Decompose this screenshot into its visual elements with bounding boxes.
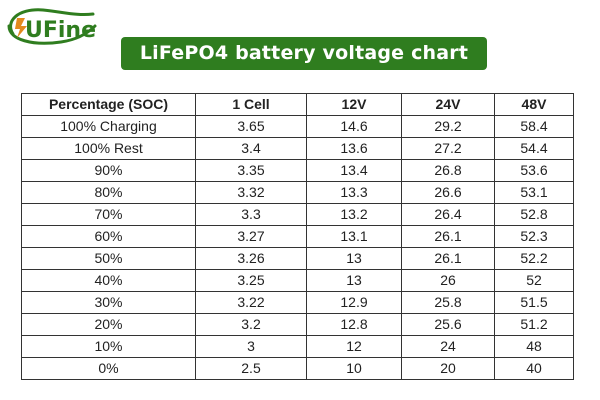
voltage-12v-cell: 13 [306, 247, 402, 270]
table-row: 20% 3.2 12.8 25.6 51.2 [21, 313, 574, 336]
header-24v: 24V [401, 93, 495, 116]
table-row: 30% 3.22 12.9 25.8 51.5 [21, 291, 574, 314]
cell-voltage-cell: 3.4 [195, 137, 307, 160]
table-row: 60% 3.27 13.1 26.1 52.3 [21, 225, 574, 248]
voltage-24v-cell: 27.2 [401, 137, 495, 160]
soc-cell: 40% [21, 269, 196, 292]
table-header-row: Percentage (SOC) 1 Cell 12V 24V 48V [21, 93, 574, 116]
voltage-12v-cell: 13.3 [306, 181, 402, 204]
table-row: 90% 3.35 13.4 26.8 53.6 [21, 159, 574, 182]
soc-cell: 10% [21, 335, 196, 358]
voltage-12v-cell: 12 [306, 335, 402, 358]
voltage-48v-cell: 58.4 [494, 115, 574, 138]
voltage-24v-cell: 26.1 [401, 247, 495, 270]
cell-voltage-cell: 3.65 [195, 115, 307, 138]
voltage-12v-cell: 13 [306, 269, 402, 292]
voltage-24v-cell: 26.1 [401, 225, 495, 248]
voltage-48v-cell: 52 [494, 269, 574, 292]
ufine-logo: UFine [3, 4, 99, 48]
voltage-48v-cell: 54.4 [494, 137, 574, 160]
header-48v: 48V [494, 93, 574, 116]
voltage-12v-cell: 12.9 [306, 291, 402, 314]
cell-voltage-cell: 3.3 [195, 203, 307, 226]
soc-cell: 80% [21, 181, 196, 204]
cell-voltage-cell: 3.35 [195, 159, 307, 182]
cell-voltage-cell: 3.2 [195, 313, 307, 336]
cell-voltage-cell: 3.25 [195, 269, 307, 292]
cell-voltage-cell: 3.22 [195, 291, 307, 314]
voltage-48v-cell: 51.5 [494, 291, 574, 314]
table-row: 50% 3.26 13 26.1 52.2 [21, 247, 574, 270]
voltage-48v-cell: 48 [494, 335, 574, 358]
cell-voltage-cell: 3 [195, 335, 307, 358]
voltage-48v-cell: 52.8 [494, 203, 574, 226]
voltage-24v-cell: 24 [401, 335, 495, 358]
table-row: 100% Charging 3.65 14.6 29.2 58.4 [21, 115, 574, 138]
voltage-12v-cell: 13.2 [306, 203, 402, 226]
soc-cell: 90% [21, 159, 196, 182]
voltage-48v-cell: 53.1 [494, 181, 574, 204]
logo-text: UFine [25, 18, 96, 43]
cell-voltage-cell: 2.5 [195, 357, 307, 380]
soc-cell: 50% [21, 247, 196, 270]
table-body: 100% Charging 3.65 14.6 29.2 58.4 100% Rest 3.… [21, 115, 574, 380]
header-percentage-soc: Percentage (SOC) [21, 93, 196, 116]
voltage-48v-cell: 52.3 [494, 225, 574, 248]
cell-voltage-cell: 3.27 [195, 225, 307, 248]
table-row: 40% 3.25 13 26 52 [21, 269, 574, 292]
cell-voltage-cell: 3.26 [195, 247, 307, 270]
soc-cell: 100% Rest [21, 137, 196, 160]
table-row: 70% 3.3 13.2 26.4 52.8 [21, 203, 574, 226]
voltage-48v-cell: 52.2 [494, 247, 574, 270]
soc-cell: 20% [21, 313, 196, 336]
soc-cell: 60% [21, 225, 196, 248]
soc-cell: 30% [21, 291, 196, 314]
soc-cell: 100% Charging [21, 115, 196, 138]
voltage-24v-cell: 25.6 [401, 313, 495, 336]
voltage-12v-cell: 13.6 [306, 137, 402, 160]
voltage-24v-cell: 26.8 [401, 159, 495, 182]
voltage-12v-cell: 14.6 [306, 115, 402, 138]
header-1-cell: 1 Cell [195, 93, 307, 116]
soc-cell: 0% [21, 357, 196, 380]
voltage-table: Percentage (SOC) 1 Cell 12V 24V 48V 100% Cha… [21, 93, 574, 380]
table-row: 0% 2.5 10 20 40 [21, 357, 574, 380]
voltage-48v-cell: 51.2 [494, 313, 574, 336]
table-row: 80% 3.32 13.3 26.6 53.1 [21, 181, 574, 204]
voltage-24v-cell: 20 [401, 357, 495, 380]
header-12v: 12V [306, 93, 402, 116]
cell-voltage-cell: 3.32 [195, 181, 307, 204]
voltage-48v-cell: 53.6 [494, 159, 574, 182]
voltage-12v-cell: 13.1 [306, 225, 402, 248]
voltage-24v-cell: 25.8 [401, 291, 495, 314]
page-title: LiFePO4 battery voltage chart [121, 37, 487, 70]
soc-cell: 70% [21, 203, 196, 226]
voltage-12v-cell: 12.8 [306, 313, 402, 336]
table-row: 100% Rest 3.4 13.6 27.2 54.4 [21, 137, 574, 160]
voltage-12v-cell: 13.4 [306, 159, 402, 182]
voltage-24v-cell: 29.2 [401, 115, 495, 138]
table-row: 10% 3 12 24 48 [21, 335, 574, 358]
ufine-leaf-logo-icon: UFine [7, 8, 97, 45]
voltage-12v-cell: 10 [306, 357, 402, 380]
voltage-24v-cell: 26.6 [401, 181, 495, 204]
voltage-24v-cell: 26.4 [401, 203, 495, 226]
voltage-48v-cell: 40 [494, 357, 574, 380]
voltage-24v-cell: 26 [401, 269, 495, 292]
